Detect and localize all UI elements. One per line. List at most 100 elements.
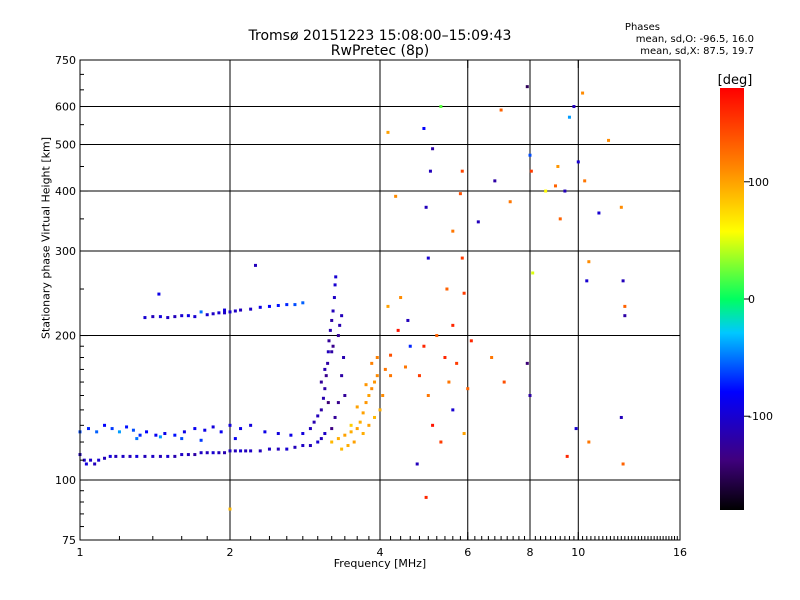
data-point-s6: [396, 328, 400, 332]
data-point-s4: [375, 355, 379, 359]
data-point-s0: [316, 440, 320, 444]
data-point-s6: [525, 361, 529, 365]
data-point-s3: [326, 361, 330, 365]
data-point-s2: [285, 303, 289, 307]
data-point-s5: [623, 304, 627, 308]
data-point-s4: [355, 427, 359, 431]
x-tick-label: 8: [527, 546, 534, 559]
data-point-s4: [349, 423, 353, 427]
data-point-s0: [103, 456, 107, 460]
x-tick-label: 2: [227, 546, 234, 559]
data-point-s2: [199, 310, 203, 314]
data-point-s2: [239, 308, 243, 312]
chart-subtitle: RwPretec (8p): [330, 43, 430, 59]
data-point-s6: [431, 423, 435, 427]
data-point-s3: [342, 355, 346, 359]
data-point-s1: [135, 437, 139, 441]
data-point-s5: [424, 205, 428, 209]
data-point-s3: [327, 339, 331, 343]
y-tick-label: 500: [55, 139, 76, 152]
data-point-s5: [476, 220, 480, 224]
data-point-s0: [89, 458, 93, 462]
data-point-s0: [205, 451, 209, 455]
phase-stats-o: mean, sd,O: -96.5, 16.0: [635, 34, 754, 45]
data-point-s2: [180, 314, 184, 318]
data-point-s3: [331, 344, 335, 348]
data-point-s1: [125, 425, 129, 429]
data-point-s2: [158, 315, 162, 319]
phase-heading: Phases: [624, 22, 660, 33]
data-point-s6: [386, 304, 390, 308]
data-point-s0: [244, 449, 248, 453]
data-point-s6: [565, 454, 569, 458]
data-point-s1: [173, 433, 177, 437]
data-point-s2: [301, 301, 305, 305]
data-point-s6: [424, 495, 428, 499]
data-point-s4: [358, 420, 362, 424]
data-point-s2: [293, 303, 297, 307]
data-point-s1: [239, 427, 243, 431]
y-tick-label: 600: [55, 101, 76, 114]
data-point-s5: [567, 115, 571, 119]
data-point-s5: [428, 169, 432, 173]
data-point-s1: [301, 432, 305, 436]
data-point-s6: [443, 355, 447, 359]
data-point-s0: [233, 449, 237, 453]
data-point-s0: [166, 454, 170, 458]
data-point-s4: [340, 447, 344, 451]
data-point-s2: [249, 307, 253, 311]
data-point-s0: [258, 449, 262, 453]
data-point-s0: [173, 454, 177, 458]
x-tick-label: 10: [571, 546, 585, 559]
data-point-s3: [312, 420, 316, 424]
data-point-s1: [95, 430, 99, 434]
data-point-s6: [621, 462, 625, 466]
data-point-s6: [439, 440, 443, 444]
data-point-s6: [435, 334, 439, 338]
data-point-s6: [587, 440, 591, 444]
data-point-s0: [135, 454, 139, 458]
data-point-s3: [333, 415, 337, 419]
grid-lines: [80, 60, 680, 540]
data-point-s1: [233, 437, 237, 441]
data-point-s2: [173, 315, 177, 319]
data-point-s4: [373, 380, 377, 384]
data-point-s0: [121, 454, 125, 458]
data-point-s6: [502, 380, 506, 384]
data-point-s0: [84, 462, 88, 466]
data-point-s6: [228, 507, 232, 511]
data-point-s0: [293, 445, 297, 449]
data-point-s5: [394, 194, 398, 198]
data-point-s4: [349, 430, 353, 434]
data-point-s3: [319, 380, 323, 384]
x-tick-label: 16: [673, 546, 687, 559]
data-point-s0: [128, 454, 132, 458]
colorbar-tick-label: 100: [748, 176, 769, 189]
data-point-s6: [451, 408, 455, 412]
data-point-s4: [370, 361, 374, 365]
data-point-s4: [378, 408, 382, 412]
data-point-s5: [529, 169, 533, 173]
data-point-s3: [340, 314, 344, 318]
data-point-s5: [386, 130, 390, 134]
colorbar: [720, 88, 744, 510]
data-point-s5: [544, 189, 548, 193]
data-point-s5: [581, 91, 585, 95]
data-point-s1: [263, 430, 267, 434]
data-point-s1: [103, 423, 107, 427]
data-point-s0: [199, 451, 203, 455]
data-point-s6: [408, 344, 412, 348]
data-point-s4: [343, 433, 347, 437]
data-point-s2: [233, 309, 237, 313]
data-point-s6: [469, 339, 473, 343]
data-point-s6: [426, 394, 430, 398]
data-point-s3: [330, 350, 334, 354]
data-point-s5: [493, 179, 497, 183]
data-point-s1: [131, 428, 135, 432]
data-point-s3: [333, 283, 337, 287]
data-point-s5: [431, 147, 435, 151]
data-point-s1: [276, 432, 280, 436]
colorbar-tick-label: 0: [748, 293, 755, 306]
data-point-s2: [223, 308, 227, 312]
data-point-s3: [323, 387, 327, 391]
